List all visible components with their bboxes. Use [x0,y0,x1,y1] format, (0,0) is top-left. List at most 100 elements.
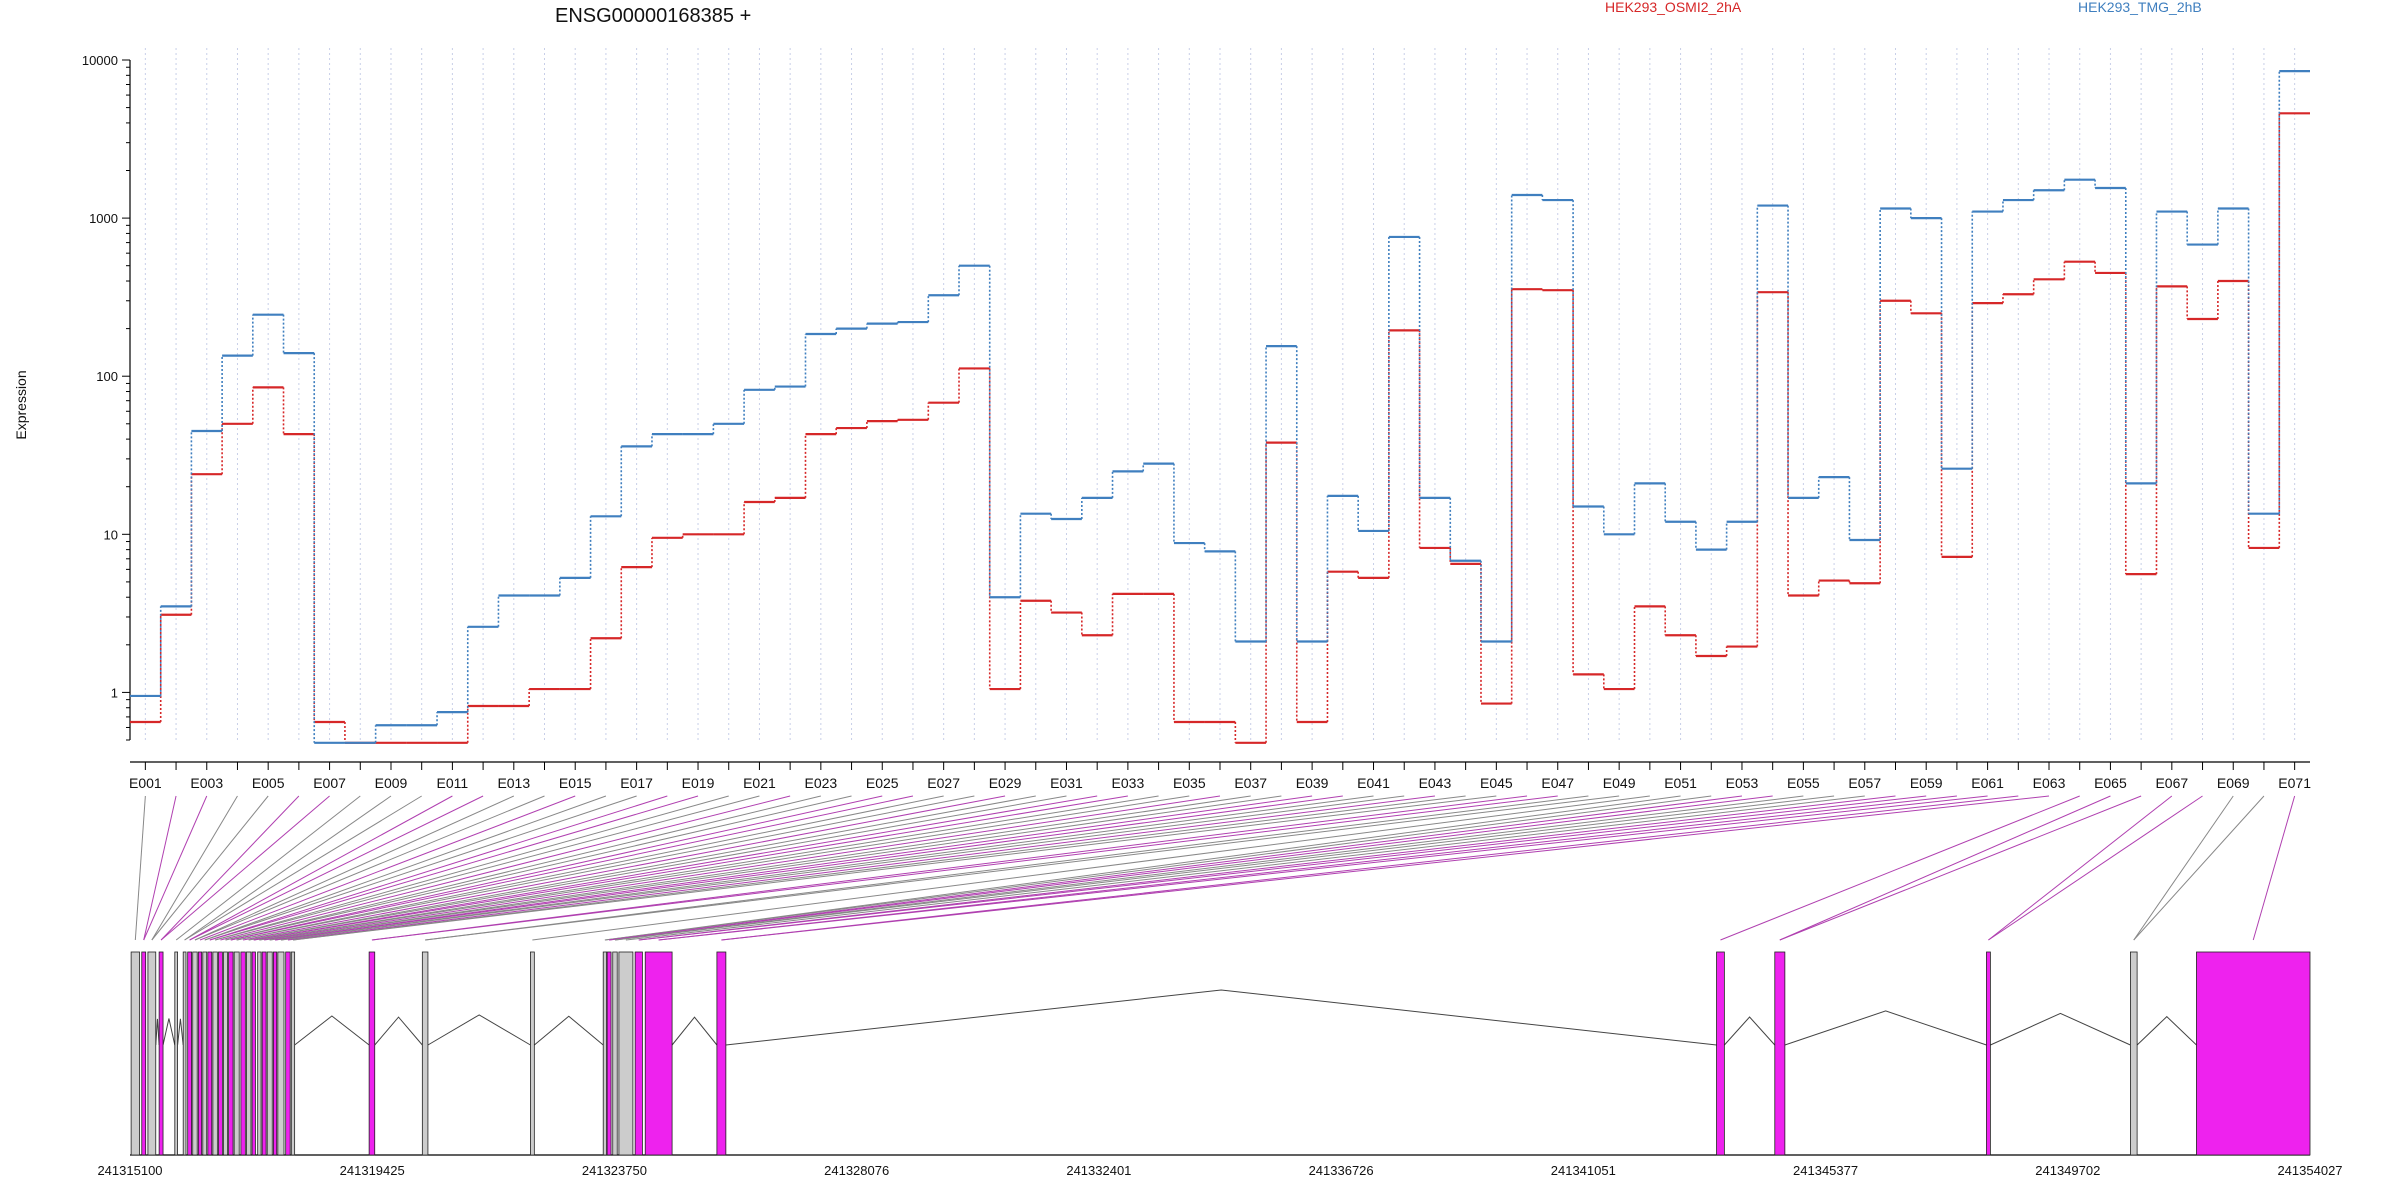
exon-connector [269,795,1251,941]
genomic-tick-label: 241328076 [824,1163,889,1178]
exon-box [228,951,234,1156]
exon-connector [274,795,1343,941]
exon-connector [1779,795,2111,941]
exon-connector [614,795,1804,941]
y-tick-label: 10000 [82,53,118,68]
exon-label: E067 [2155,775,2188,791]
exon-label: E031 [1050,775,1083,791]
exon-connector [292,795,1466,941]
exon-connector [151,795,269,941]
genomic-tick-label: 241336726 [1309,1163,1374,1178]
intron-line [155,1018,160,1046]
exon-box [246,951,252,1156]
intron-line [725,989,1717,1046]
exon-box [1716,951,1725,1156]
exon-connector [194,795,515,941]
exon-label: E025 [866,775,899,791]
exon-box [290,951,296,1156]
exon-label: E069 [2217,775,2250,791]
exon-connector [204,795,607,941]
exon-label: E003 [190,775,223,791]
exon-connector [134,795,146,941]
intron-line [1784,1010,1987,1046]
genomic-tick-label: 241349702 [2035,1163,2100,1178]
exon-label: E047 [1541,775,1574,791]
exon-connector [189,795,453,941]
exon-connector [287,795,1435,941]
exon-label: E055 [1787,775,1820,791]
genomic-tick-label: 241315100 [97,1163,162,1178]
exon-box [261,951,267,1156]
exon-label: E017 [620,775,653,791]
exon-label: E033 [1112,775,1145,791]
exon-box [1774,951,1786,1156]
exon-label: E057 [1848,775,1881,791]
exon-connector [214,795,760,941]
intron-line [1990,1012,2131,1046]
exon-box [240,951,246,1156]
exon-connector [259,795,1159,941]
exon-box [716,951,727,1156]
exon-label: E035 [1173,775,1206,791]
exon-connector [604,795,1712,941]
exon-label: E037 [1234,775,1267,791]
exon-label: E019 [682,775,715,791]
exon-box [1986,951,1991,1156]
exon-box [606,951,612,1156]
exon-connector [721,795,2050,941]
exon-connector [292,795,1497,941]
intron-line [162,1018,176,1046]
exon-connector [658,795,1957,941]
exon-connector [225,795,852,941]
exon-connector [2252,795,2296,941]
exon-connector [658,795,1988,941]
exon-connector [721,795,2019,941]
intron-line [294,1015,370,1046]
exon-label: E013 [497,775,530,791]
exon-connector [236,795,944,941]
exon-box [158,951,164,1156]
exon-connector [280,795,1405,941]
intron-line [534,1015,604,1046]
genomic-tick-label: 241341051 [1551,1163,1616,1178]
genomic-tick-label: 241332401 [1066,1163,1131,1178]
exon-connector [214,795,729,941]
exon-box [634,951,643,1156]
genomic-tick-label: 241345377 [1793,1163,1858,1178]
genomic-tick-label: 241319425 [340,1163,405,1178]
y-tick-label: 10 [104,527,118,542]
exon-box [612,951,618,1156]
legend-entry-osmi2: HEK293_OSMI2_2hA [1605,0,1742,15]
exon-box [212,951,218,1156]
exon-connector [625,795,1865,941]
exon-label: E051 [1664,775,1697,791]
intron-line [374,1016,423,1046]
exon-box [147,951,157,1156]
exon-connector [425,795,1620,941]
exon-label: E005 [252,775,285,791]
exon-box [602,951,607,1156]
exon-connector [209,795,699,941]
intron-line [427,1014,531,1046]
exon-connector [248,795,1067,941]
exon-box [2196,951,2311,1156]
gene-model [130,951,2311,1156]
exon-box [218,951,223,1156]
exon-box [277,951,285,1156]
exon-connector [143,795,208,941]
y-tick-label: 1000 [89,211,118,226]
y-axis-label: Expression [13,370,29,439]
exon-label: E023 [804,775,837,791]
exon-connector [371,795,1528,941]
exon-connector [280,795,1374,941]
exon-label: E065 [2094,775,2127,791]
exon-box [251,951,256,1156]
exon-connector [2133,795,2234,941]
exon-connector [614,795,1835,941]
exon-label: E021 [743,775,776,791]
exon-grid [144,48,2296,740]
exon-label: E009 [375,775,408,791]
exon-box [530,951,535,1156]
y-tick-label: 100 [96,369,118,384]
exon-box [197,951,203,1156]
